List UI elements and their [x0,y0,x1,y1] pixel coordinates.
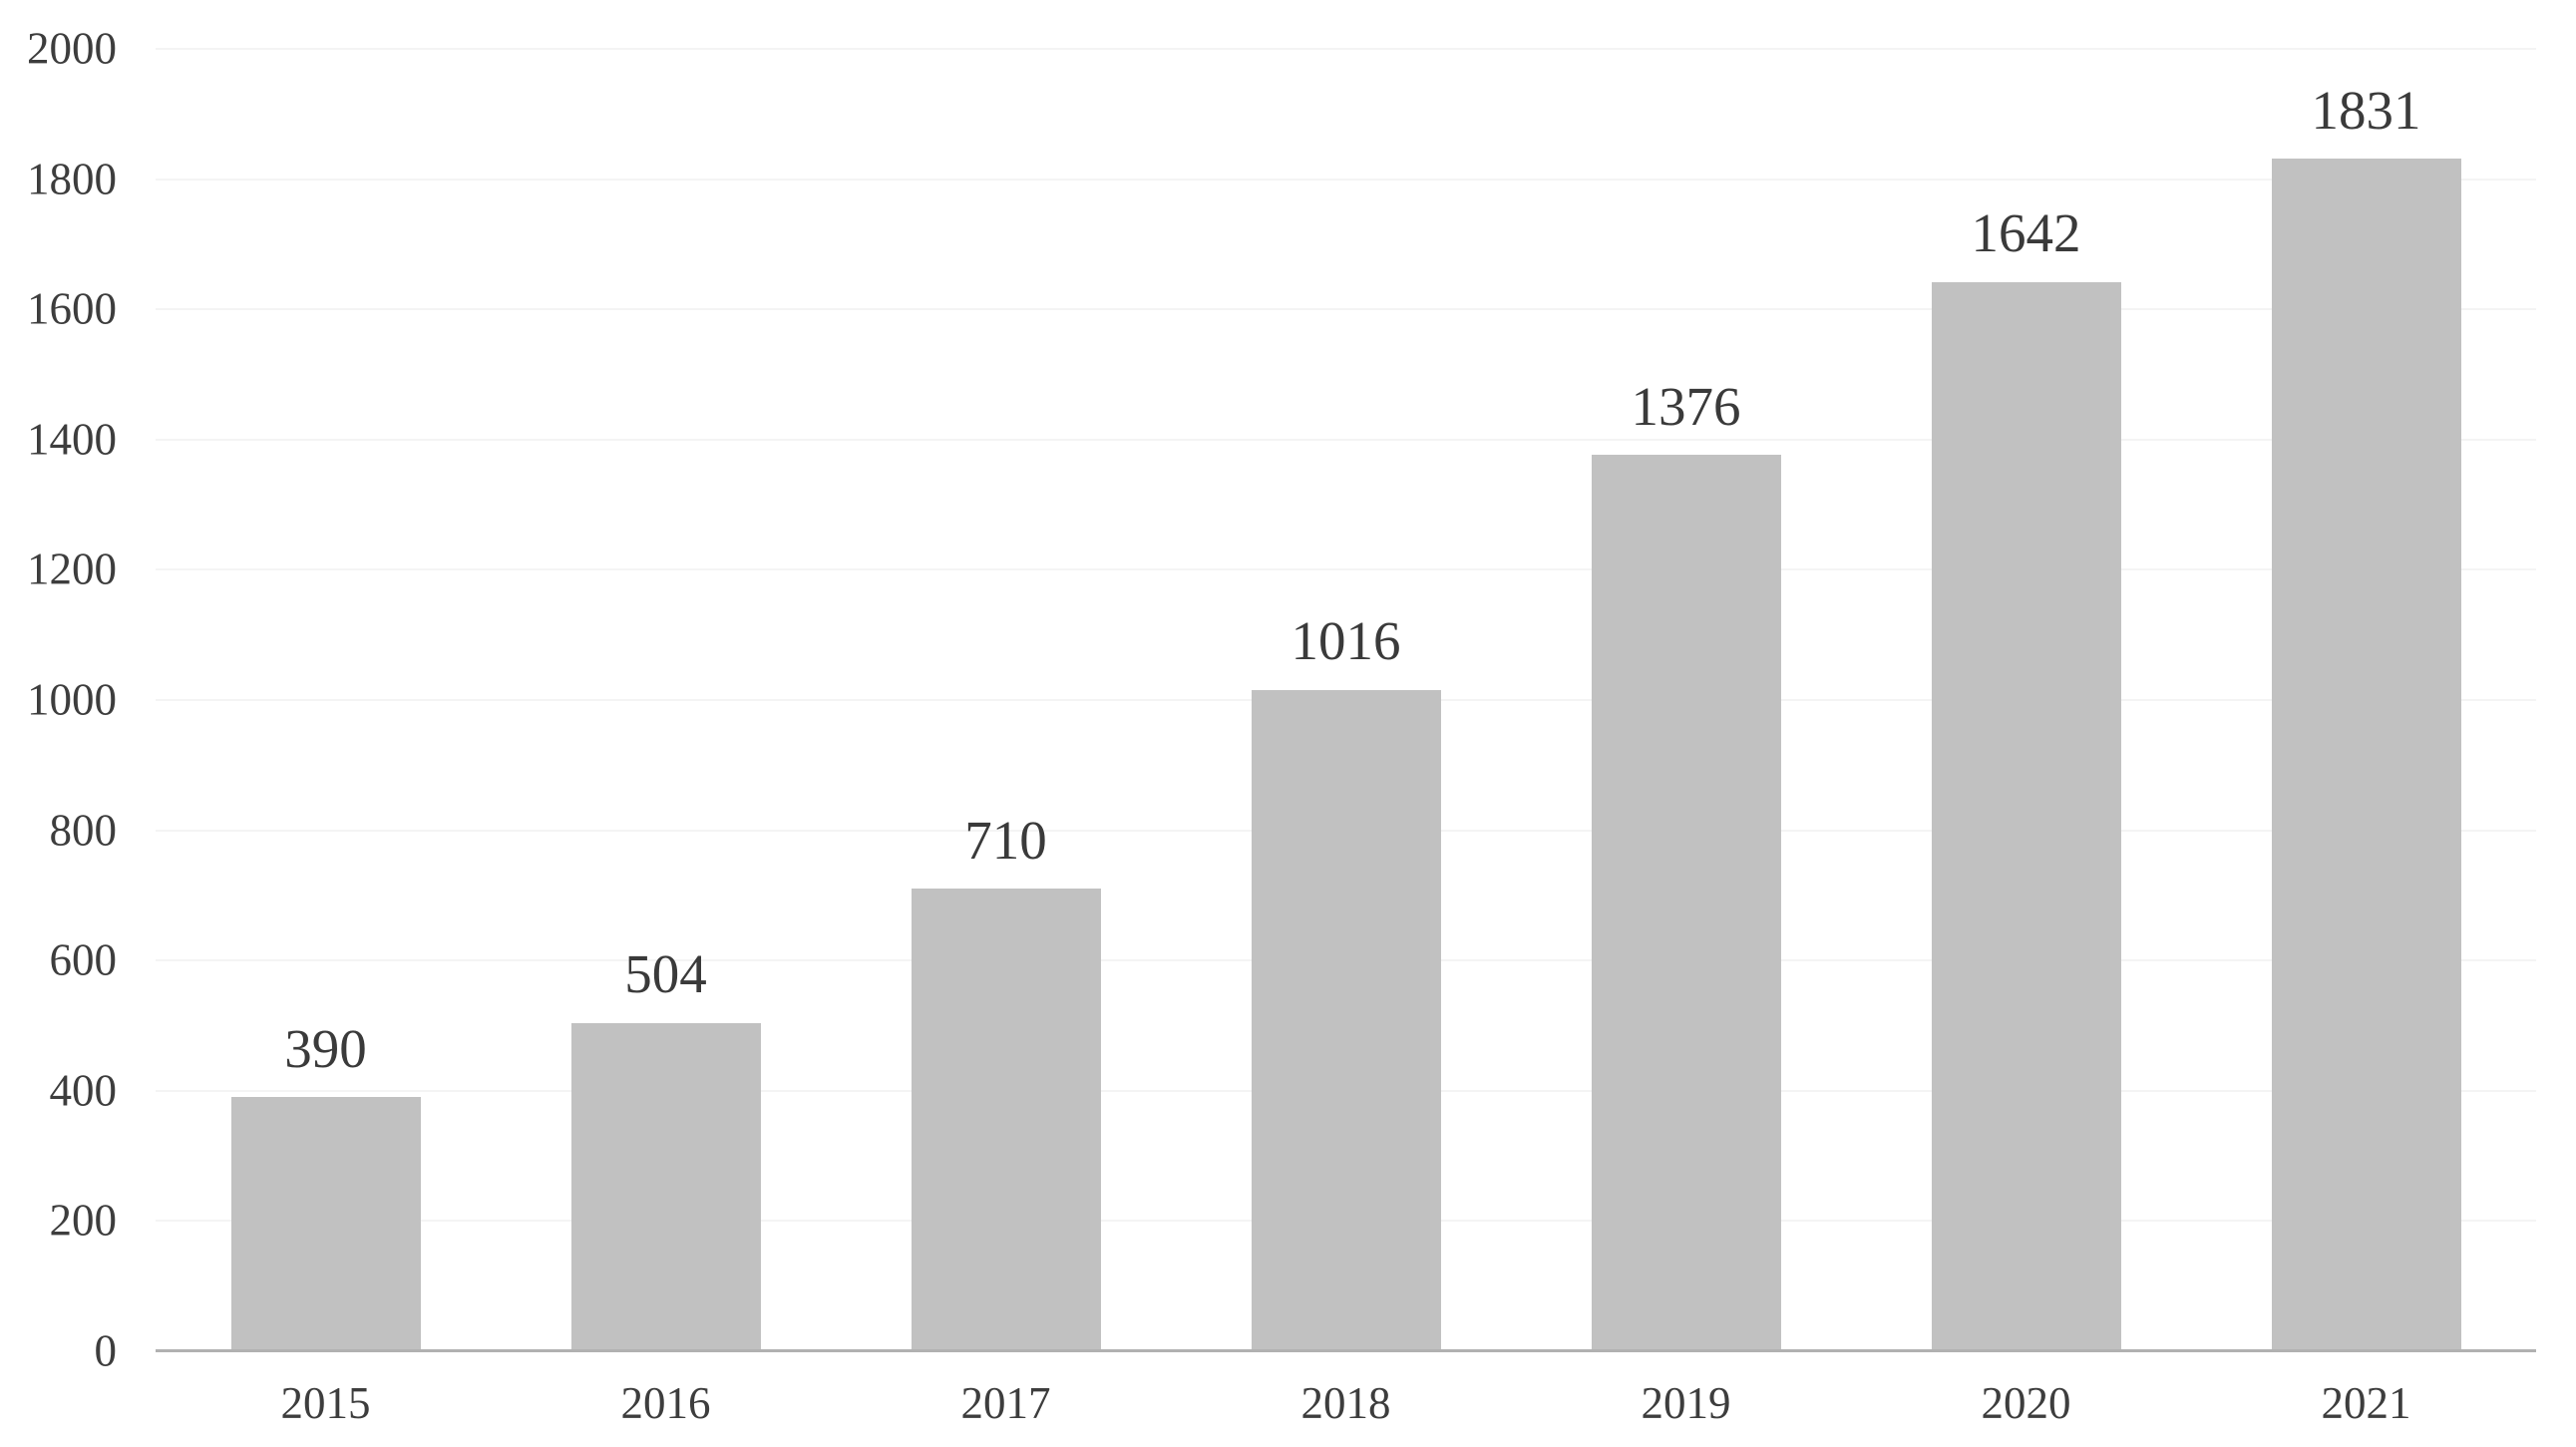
bar-2015 [230,1097,421,1351]
bar-value-label: 1016 [1290,610,1401,672]
x-tick-label: 2019 [1641,1378,1731,1428]
bar-value-label: 1831 [2311,79,2421,141]
x-tick-label: 2021 [2321,1378,2411,1428]
plot-area: 390 504 710 1016 1376 1642 1831 [156,48,2536,1352]
y-tick-label: 600 [49,934,118,985]
y-tick-label: 800 [49,805,118,856]
y-tick-label: 1600 [27,283,117,334]
x-tick-label: 2020 [1981,1378,2071,1428]
bar-2020 [1931,281,2121,1351]
bar-2021 [2271,159,2461,1351]
bar-2018 [1251,689,1441,1351]
bar-value-label: 710 [964,809,1047,871]
x-axis-line [156,1349,2536,1352]
y-tick-label: 400 [49,1065,118,1116]
y-tick-label: 2000 [27,23,117,74]
x-tick-label: 2015 [280,1378,371,1428]
bar-2016 [570,1022,761,1351]
y-axis-labels: 0 200 400 600 800 1000 1200 1400 1600 1800 2000 [0,0,117,1447]
y-tick-label: 1200 [27,543,117,594]
x-axis-labels: 2015 2016 2017 2018 2019 2020 2021 [156,1378,2536,1439]
y-tick-label: 1400 [27,414,117,465]
gridline [156,178,2536,181]
bar-2019 [1591,455,1781,1351]
bar-value-label: 504 [624,943,707,1005]
bar-value-label: 1376 [1631,375,1741,437]
x-tick-label: 2016 [620,1378,711,1428]
bar-value-label: 1642 [1971,202,2081,264]
gridline [156,438,2536,441]
gridline [156,568,2536,571]
y-tick-label: 200 [49,1195,118,1246]
y-tick-label: 0 [94,1325,118,1376]
y-tick-label: 1800 [27,154,117,204]
gridline [156,48,2536,50]
bar-value-label: 390 [284,1017,367,1079]
x-tick-label: 2018 [1300,1378,1391,1428]
bar-2017 [911,889,1101,1351]
x-tick-label: 2017 [960,1378,1051,1428]
gridline [156,308,2536,311]
y-tick-label: 1000 [27,674,117,725]
